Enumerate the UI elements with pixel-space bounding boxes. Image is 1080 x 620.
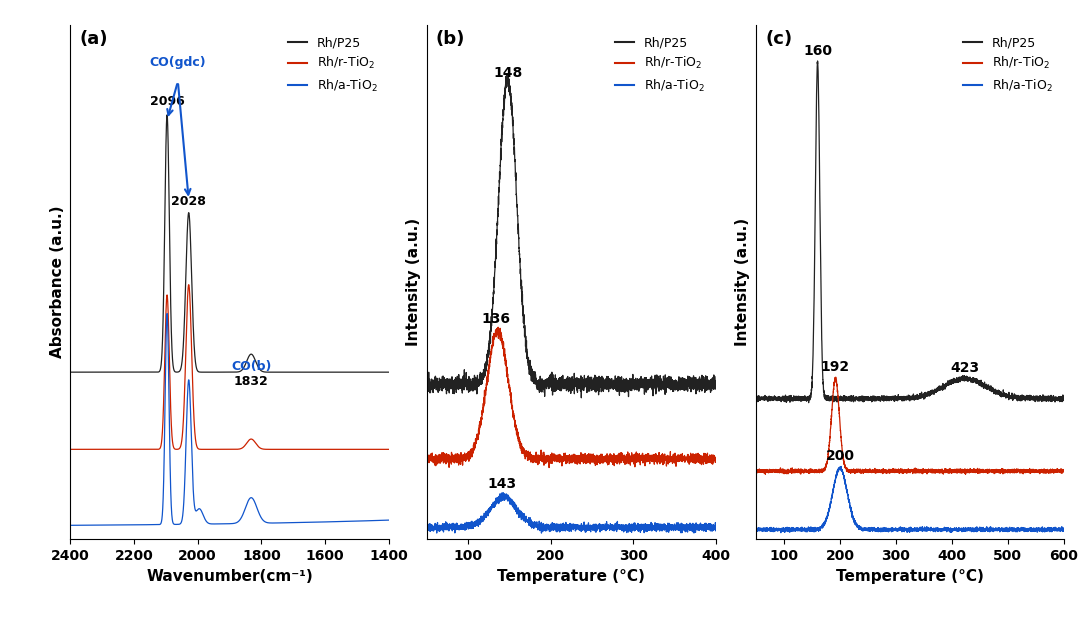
- Text: 160: 160: [804, 45, 832, 58]
- Text: 423: 423: [950, 361, 980, 376]
- Y-axis label: Intensity (a.u.): Intensity (a.u.): [406, 218, 421, 346]
- X-axis label: Temperature (°C): Temperature (°C): [498, 569, 645, 583]
- Text: (a): (a): [80, 30, 108, 48]
- Legend: Rh/P25, Rh/r-TiO$_2$, Rh/a-TiO$_2$: Rh/P25, Rh/r-TiO$_2$, Rh/a-TiO$_2$: [283, 31, 382, 99]
- Text: 200: 200: [825, 449, 854, 463]
- Legend: Rh/P25, Rh/r-TiO$_2$, Rh/a-TiO$_2$: Rh/P25, Rh/r-TiO$_2$, Rh/a-TiO$_2$: [610, 31, 710, 99]
- Y-axis label: Intensity (a.u.): Intensity (a.u.): [735, 218, 751, 346]
- Text: 148: 148: [492, 66, 523, 79]
- Text: 143: 143: [487, 477, 516, 490]
- Text: CO(gdc): CO(gdc): [149, 56, 206, 69]
- Text: 192: 192: [821, 360, 850, 374]
- Text: 2028: 2028: [172, 195, 206, 208]
- Text: CO(b): CO(b): [231, 360, 271, 373]
- Legend: Rh/P25, Rh/r-TiO$_2$, Rh/a-TiO$_2$: Rh/P25, Rh/r-TiO$_2$, Rh/a-TiO$_2$: [958, 31, 1057, 99]
- Text: 2096: 2096: [150, 95, 185, 107]
- Text: (c): (c): [766, 30, 793, 48]
- Text: 136: 136: [482, 312, 511, 326]
- X-axis label: Temperature (°C): Temperature (°C): [836, 569, 984, 583]
- Text: 1832: 1832: [233, 375, 269, 388]
- X-axis label: Wavenumber(cm⁻¹): Wavenumber(cm⁻¹): [146, 569, 313, 583]
- Text: (b): (b): [435, 30, 464, 48]
- Y-axis label: Absorbance (a.u.): Absorbance (a.u.): [50, 206, 65, 358]
